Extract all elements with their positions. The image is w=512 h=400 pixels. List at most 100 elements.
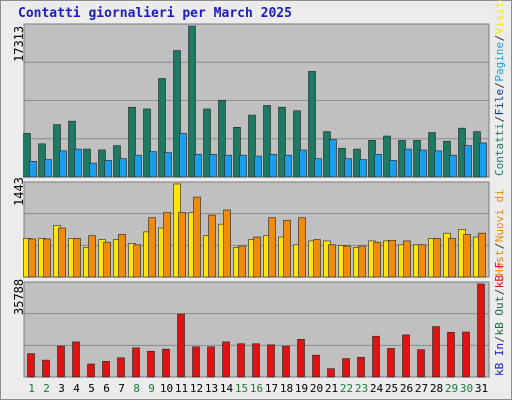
host-bar: [343, 245, 351, 278]
kbf-bar: [162, 348, 170, 378]
kbf-bar: [27, 353, 35, 378]
day-label: 21: [324, 382, 339, 395]
host-bar: [103, 241, 111, 278]
contatti-bar: [23, 133, 31, 178]
day-label: 14: [219, 382, 234, 395]
pagine-bar: [464, 145, 472, 178]
day-label: 5: [88, 382, 95, 395]
day-label: 6: [103, 382, 110, 395]
pagine-bar: [269, 154, 277, 178]
kbf-bar: [327, 368, 335, 378]
day-label: 13: [204, 382, 219, 395]
day-label: 17: [264, 382, 279, 395]
host-bar: [478, 232, 486, 278]
pagine-bar: [179, 133, 187, 178]
pagine-bar: [284, 154, 292, 178]
contatti-bar: [173, 50, 181, 178]
kbf-bar: [432, 326, 440, 378]
kbf-bar: [72, 341, 80, 378]
kbf-bar: [477, 283, 485, 378]
host-bar: [208, 214, 216, 278]
contatti-bar: [278, 106, 286, 178]
day-label: 20: [309, 382, 324, 395]
pagine-bar: [479, 142, 487, 178]
legend-middle-item: Host: [493, 250, 506, 277]
host-bar: [223, 209, 231, 278]
day-label: 28: [429, 382, 444, 395]
day-label: 19: [294, 382, 309, 395]
day-label: 31: [474, 382, 489, 395]
pagine-bar: [419, 149, 427, 178]
kbf-bar: [207, 346, 215, 378]
host-bar: [463, 234, 471, 278]
kbf-bar: [387, 348, 395, 378]
host-bar: [283, 219, 291, 278]
day-label: 18: [279, 382, 294, 395]
kbf-bar: [117, 357, 125, 378]
day-label: 9: [148, 382, 155, 395]
host-bar: [73, 238, 81, 278]
host-bar: [163, 212, 171, 278]
pagine-bar: [449, 154, 457, 178]
kbf-bar: [147, 350, 155, 378]
legend-bottom-separator: /: [493, 289, 506, 296]
day-label: 23: [354, 382, 369, 395]
legend-top-separator: /: [493, 82, 506, 89]
kbf-bar: [42, 359, 50, 378]
kbf-bar: [462, 331, 470, 378]
kbf-bar: [312, 354, 320, 378]
day-label: 12: [189, 382, 204, 395]
legend-bottom-item: kB F: [493, 262, 506, 289]
pagine-bar: [434, 150, 442, 178]
host-bar: [298, 217, 306, 278]
contatti-bar: [383, 135, 391, 178]
legend-middle-item: Nuovi di: [493, 189, 506, 242]
legend-top-item: Visite: [493, 0, 506, 34]
pagine-bar: [359, 159, 367, 178]
contatti-bar: [233, 126, 241, 178]
legend-bottom-item: kB Out: [493, 296, 506, 336]
pagine-bar: [74, 148, 82, 178]
kbf-bar: [357, 356, 365, 378]
pagine-bar: [59, 150, 67, 178]
host-bar: [433, 238, 441, 278]
host-bar: [253, 236, 261, 278]
contatti-bar: [248, 114, 256, 178]
day-label: 11: [174, 382, 189, 395]
legend-bottom-separator: /: [493, 336, 506, 343]
pagine-bar: [164, 152, 172, 178]
legend-top-item: File: [493, 89, 506, 116]
host-bar: [133, 244, 141, 278]
day-label: 29: [444, 382, 459, 395]
contatti-bar: [158, 78, 166, 178]
day-label: 26: [399, 382, 414, 395]
host-bar: [28, 238, 36, 278]
legend-top-separator: /: [493, 116, 506, 123]
host-bar: [88, 235, 96, 278]
kbf-bar: [267, 344, 275, 378]
host-bar: [238, 245, 246, 278]
host-bar: [193, 196, 201, 278]
host-bar: [418, 244, 426, 278]
host-bar: [328, 244, 336, 278]
pagine-bar: [344, 158, 352, 178]
kbf-bar: [177, 313, 185, 378]
contatti-bar: [143, 108, 151, 178]
host-bar: [373, 241, 381, 278]
day-label: 10: [159, 382, 174, 395]
legend-top-item: Contatti: [493, 123, 506, 176]
pagine-bar: [119, 158, 127, 178]
legend-top-separator: /: [493, 35, 506, 42]
host-bar: [358, 245, 366, 278]
contatti-bar: [293, 110, 301, 178]
pagine-bar: [209, 154, 217, 178]
pagine-bar: [104, 160, 112, 178]
pagine-bar: [134, 154, 142, 178]
kbf-bar: [102, 361, 110, 378]
kbf-bar: [252, 343, 260, 378]
day-label: 22: [339, 382, 354, 395]
legend-bottom-item: kB In: [493, 343, 506, 376]
kbf-bar: [237, 343, 245, 378]
day-label: 25: [384, 382, 399, 395]
day-label: 30: [459, 382, 474, 395]
